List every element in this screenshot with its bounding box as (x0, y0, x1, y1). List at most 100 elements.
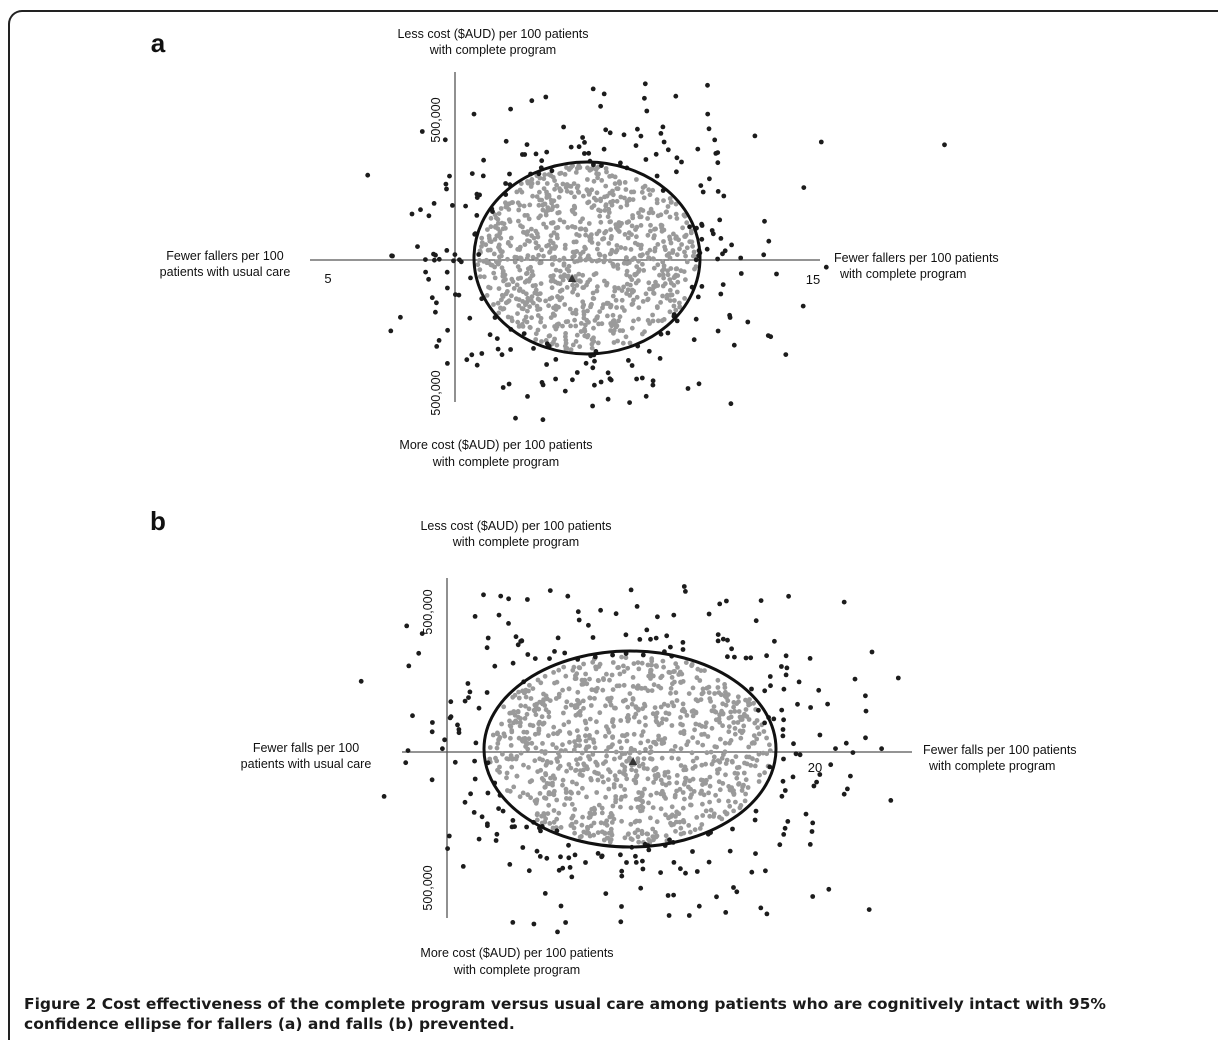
data-point (517, 202, 523, 208)
data-point (627, 400, 632, 405)
data-point (524, 232, 530, 237)
data-point (767, 748, 773, 753)
data-point (587, 716, 593, 722)
data-point (577, 665, 583, 671)
data-point (661, 664, 666, 670)
data-point (664, 209, 669, 215)
data-point (525, 295, 531, 301)
data-point (543, 212, 549, 218)
data-point (528, 795, 533, 801)
data-point (708, 698, 713, 704)
data-point (589, 301, 594, 307)
data-point (757, 772, 762, 778)
data-point (654, 819, 660, 825)
data-point (653, 226, 658, 232)
data-point (499, 721, 504, 727)
data-point (605, 370, 611, 376)
data-point (585, 177, 590, 182)
data-point (645, 738, 651, 744)
data-point (709, 725, 715, 731)
data-point (403, 760, 409, 766)
data-point (591, 339, 597, 344)
data-point (684, 259, 690, 265)
data-point (801, 185, 807, 191)
data-point (566, 686, 572, 692)
data-point (526, 278, 532, 284)
data-point (682, 249, 687, 255)
data-point (713, 792, 718, 798)
data-point (561, 255, 567, 261)
data-point (614, 198, 620, 204)
data-point (715, 189, 721, 194)
data-point (578, 321, 584, 326)
data-point (680, 225, 685, 231)
data-point (423, 257, 428, 262)
data-point (763, 868, 768, 874)
data-point (589, 232, 594, 238)
data-point (577, 834, 583, 840)
data-point (496, 612, 502, 618)
data-point (519, 306, 525, 311)
data-point (680, 790, 686, 795)
data-point (519, 322, 525, 327)
data-point (614, 683, 620, 689)
data-point (684, 220, 690, 226)
data-point (663, 796, 668, 801)
data-point (650, 318, 656, 324)
data-point (726, 729, 732, 735)
data-point (646, 673, 652, 679)
data-point (510, 660, 516, 666)
data-point (492, 237, 498, 242)
data-point (620, 340, 626, 346)
data-point (578, 257, 584, 263)
data-point (732, 654, 737, 660)
data-point (529, 315, 534, 321)
data-point (610, 188, 615, 194)
data-point (660, 227, 666, 233)
data-point (671, 860, 677, 865)
data-point (578, 768, 583, 773)
data-point (570, 289, 575, 295)
data-point (673, 307, 679, 313)
data-point (587, 167, 593, 173)
data-point (690, 849, 695, 854)
data-point (610, 687, 616, 692)
data-point (586, 830, 592, 836)
data-point (631, 761, 637, 767)
data-point (453, 292, 458, 297)
data-point (552, 313, 557, 318)
data-point (693, 697, 699, 702)
data-point (622, 835, 628, 841)
data-point (477, 192, 482, 198)
data-point (667, 255, 673, 261)
data-point (667, 298, 673, 303)
data-point (736, 709, 742, 714)
data-point (481, 157, 486, 163)
data-point (537, 791, 543, 796)
data-point (717, 814, 722, 820)
figure-caption: Figure 2 Cost effectiveness of the compl… (24, 994, 1204, 1034)
data-point (564, 188, 570, 194)
data-point (724, 757, 730, 763)
data-point (666, 815, 671, 821)
data-point (491, 302, 496, 307)
data-point (661, 275, 666, 281)
data-point (530, 686, 536, 691)
data-point (505, 788, 510, 793)
data-point (557, 257, 562, 263)
data-point (646, 800, 651, 806)
data-point (724, 598, 729, 604)
data-point (695, 740, 701, 745)
data-point (534, 799, 539, 804)
data-point (628, 748, 634, 753)
data-point (534, 256, 539, 262)
data-point (566, 273, 571, 279)
data-point (540, 741, 545, 746)
data-point (630, 696, 636, 701)
data-point (519, 257, 524, 263)
data-point (503, 138, 509, 144)
data-point (543, 796, 549, 801)
data-point (621, 669, 627, 674)
data-point (480, 173, 486, 179)
data-point (673, 828, 678, 834)
